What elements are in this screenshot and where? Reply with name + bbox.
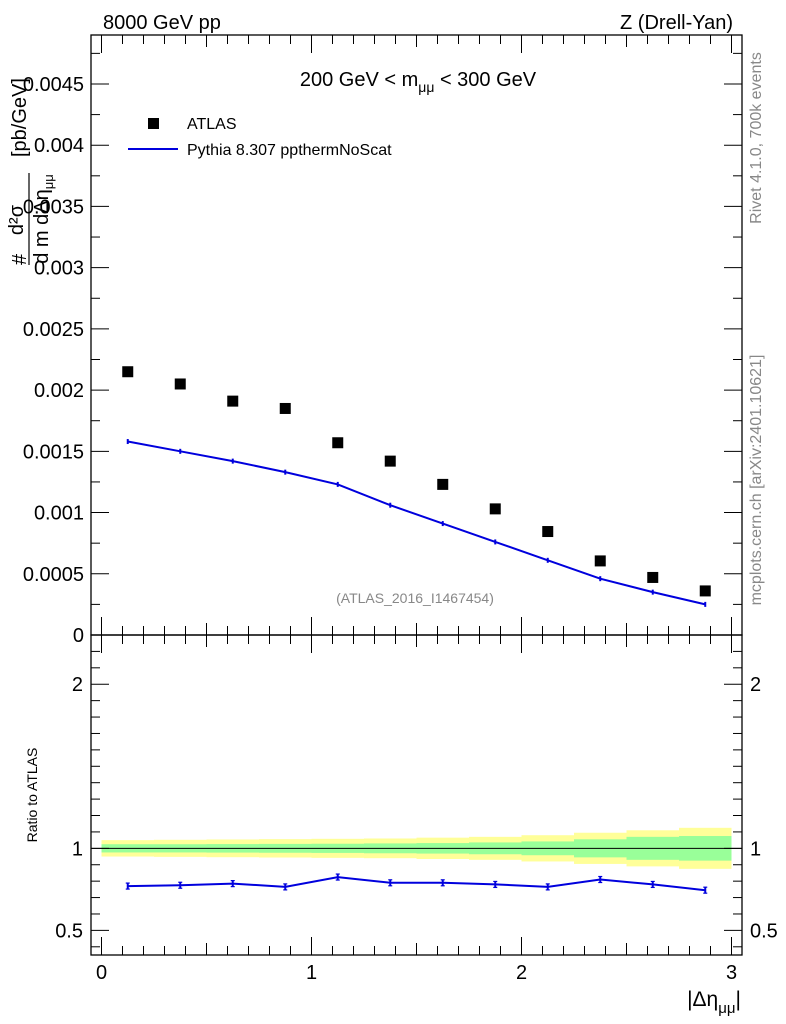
data-series [122,366,711,597]
ratio-xtick-labels: 0 1 2 3 [96,962,737,984]
ratio-ytick-label-left: 2 [72,674,83,696]
ratio-xtick-label: 3 [726,962,737,984]
xlabel-after: | [736,988,741,1011]
data-point [384,455,396,467]
panel-title-before: 200 GeV < m [300,69,418,91]
ratio-line [127,876,706,892]
legend-label-atlas: ATLAS [187,116,237,133]
xlabel-before: |Δη [687,988,718,1011]
ratio-xtick-label: 1 [306,962,317,984]
ratio-ytick-label-left: 1 [72,838,83,860]
ylabel-denominator: d m dΔημμ [31,174,56,264]
ratio-ylabel: Ratio to ATLAS [24,748,40,843]
mc-series [126,439,707,607]
main-ytick-label: 0.0035 [23,196,84,218]
data-point [542,526,554,538]
ratio-ytick-label-right: 2 [750,674,761,696]
mcplots-label: mcplots.cern.ch [arXiv:2401.10621] [748,355,765,606]
ratio-xlabel: |Δημμ| [687,988,741,1017]
panel-title-after: < 300 GeV [434,69,536,91]
data-point [437,478,449,490]
main-panel: 0 0.0005 0.001 0.0015 0.002 0.0025 0.003 0.0035… [6,34,743,647]
main-ytick-label: 0.004 [34,135,84,157]
panel-title-sub: μμ [418,79,434,95]
main-ytick-label: 0.0025 [23,319,84,341]
ratio-frame [90,634,743,956]
ratio-axis-ticks [91,635,742,955]
ratio-ytick-label-right: 1 [750,838,761,860]
ratio-series [125,873,708,894]
main-ytick-label: 0.0015 [23,441,84,463]
legend-label-pythia: Pythia 8.307 ppthermNoScat [187,142,392,159]
header-left: 8000 GeV pp [103,12,221,34]
main-ytick-label: 0.0005 [23,564,84,586]
analysis-watermark: (ATLAS_2016_I1467454) [336,590,494,606]
data-point [647,571,659,583]
rivet-label: Rivet 4.1.0, 700k events [748,52,765,224]
data-point [174,378,186,390]
data-point [489,503,501,515]
ratio-ytick-label-left: 0.5 [55,920,83,942]
legend: ATLAS Pythia 8.307 ppthermNoScat [128,116,392,159]
header-right: Z (Drell-Yan) [620,12,733,34]
ylabel-numerator: d²σ [6,204,28,235]
data-point [279,402,291,414]
main-ytick-labels: 0 0.0005 0.001 0.0015 0.002 0.0025 0.003 0.0035… [23,74,84,647]
main-ytick-label: 0.0045 [23,74,84,96]
ylabel-den-sub: μμ [41,174,56,189]
data-point [122,366,134,378]
legend-marker-atlas [148,118,159,129]
main-ytick-label: 0 [73,625,84,647]
ratio-ytick-label-right: 0.5 [750,920,778,942]
data-point [332,437,344,449]
mc-line [127,440,706,606]
ylabel-hash: # [9,253,31,265]
data-point [699,585,711,597]
main-ytick-label: 0.003 [34,258,84,280]
main-axis-ticks [91,35,742,636]
ratio-panel: 0.5 0.5 1 1 2 2 0 1 2 3 Ratio to ATLAS |Δημμ| [24,634,778,1017]
ratio-xtick-label: 0 [96,962,107,984]
ylabel-units: [pb/GeV] [9,78,31,157]
main-ylabel: # d²σ d m dΔημμ [pb/GeV] [6,78,56,265]
panel-title: 200 GeV < mμμ < 300 GeV [300,69,537,95]
main-ytick-label: 0.002 [34,380,84,402]
data-point [227,395,239,407]
ylabel-den-main: d m dΔη [31,189,53,264]
main-ytick-label: 0.001 [34,503,84,525]
data-point [594,555,606,567]
ratio-xtick-label: 2 [516,962,527,984]
ratio-ytick-labels: 0.5 0.5 1 1 2 2 [55,674,778,942]
xlabel-sub: μμ [718,1000,735,1017]
